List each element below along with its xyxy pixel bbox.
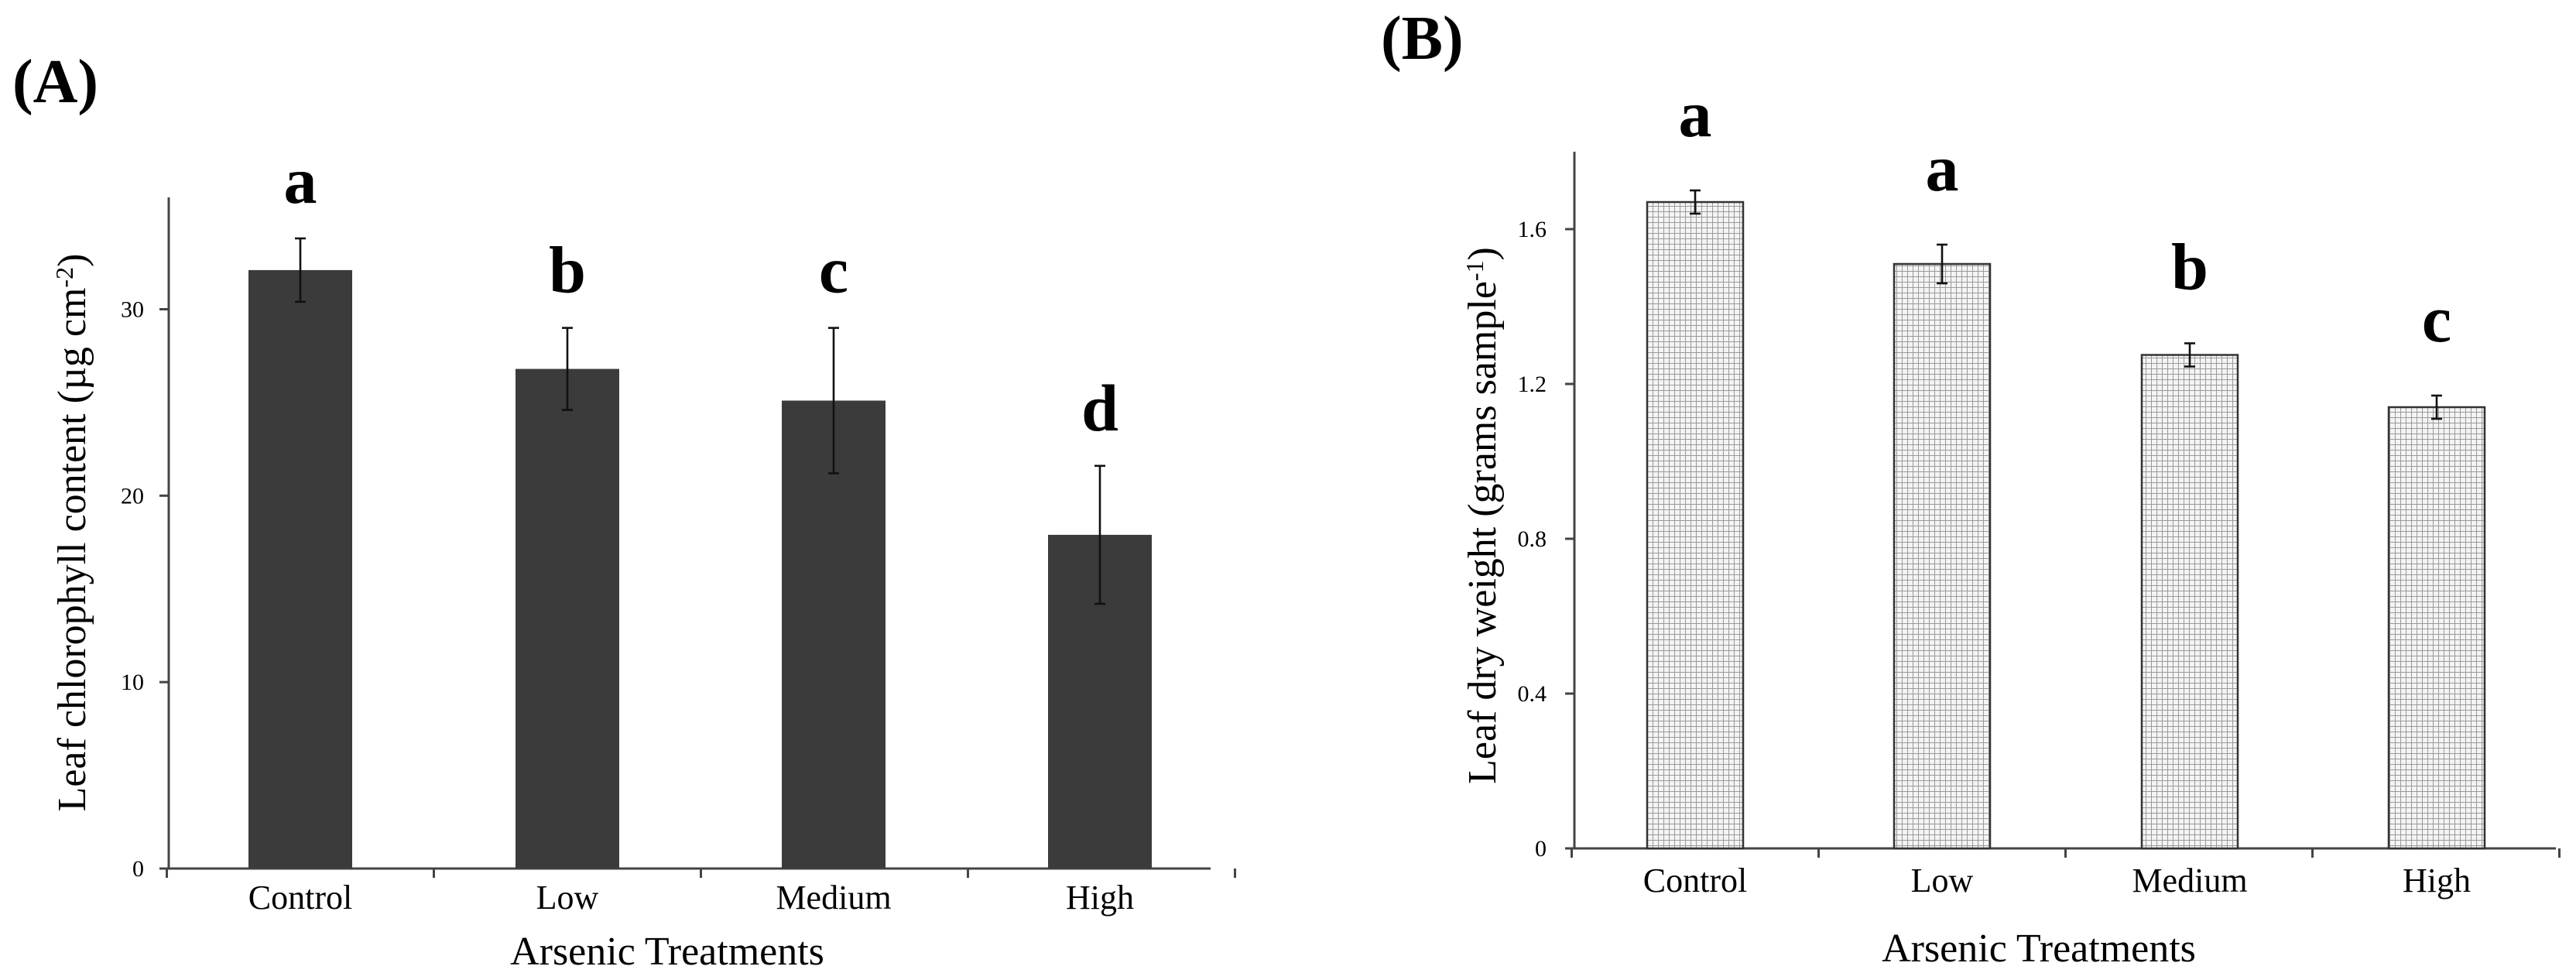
panel-a-y-tick-label: 0 bbox=[132, 856, 144, 882]
panel-b-category-label: High bbox=[2403, 862, 2471, 899]
panel-a-y-title-sup: -2 bbox=[50, 267, 78, 288]
panel-a-category-label: Control bbox=[248, 879, 352, 917]
panel-b-significance-letter: c bbox=[2422, 282, 2451, 356]
panel-b-y-title-end: ) bbox=[1461, 247, 1505, 260]
panel-a-significance-letter: d bbox=[1081, 371, 1118, 445]
panel-b-y-tick-label: 0.4 bbox=[1518, 681, 1547, 707]
panel-b-y-title: Leaf dry weight (grams sample-1) bbox=[1461, 247, 1505, 784]
panel-a-y-title-main: Leaf chlorophyll content (µg cm bbox=[50, 288, 94, 812]
panel-b-category-label: Medium bbox=[2132, 862, 2247, 899]
panel-b-y-tick-label: 0 bbox=[1535, 836, 1547, 862]
panel-b-bar-medium bbox=[2140, 354, 2239, 850]
panel-a-bar-low bbox=[516, 368, 619, 869]
panel-a-y-title-end: ) bbox=[50, 254, 94, 267]
panel-a-bar-control bbox=[248, 269, 352, 869]
panel-b-significance-letter: a bbox=[1679, 77, 1712, 151]
panel-a-y-tick-label: 10 bbox=[121, 670, 144, 695]
panel-a-significance-letter: a bbox=[284, 143, 317, 218]
panel-b-chart: (B) 0 0.4 0.8 1.2 1.6 a Control a Low b Medium c Hig… bbox=[1381, 5, 2561, 971]
panel-a-chart: (A) 0 10 20 30 a Control b Low c Medium d High Arse… bbox=[12, 48, 1236, 974]
panel-a-y-tick-label: 20 bbox=[121, 483, 144, 509]
panel-b-significance-letter: b bbox=[2171, 230, 2208, 304]
panel-b-y-title-sup: -1 bbox=[1461, 260, 1488, 281]
panel-a-y-tick-label: 30 bbox=[121, 297, 144, 323]
panel-b-label: (B) bbox=[1381, 5, 1464, 73]
panel-b-bar-low bbox=[1893, 262, 1992, 850]
panel-a-label: (A) bbox=[12, 48, 98, 116]
panel-a-category-label: Low bbox=[536, 879, 599, 917]
panel-a-y-title: Leaf chlorophyll content (µg cm-2) bbox=[50, 254, 94, 812]
panel-b-category-label: Low bbox=[1911, 862, 1974, 899]
panel-a-significance-letter: c bbox=[819, 233, 848, 307]
panel-a-significance-letter: b bbox=[549, 233, 586, 307]
panel-b-bar-control bbox=[1646, 200, 1745, 850]
panel-a-x-title: Arsenic Treatments bbox=[510, 930, 824, 974]
panel-b-bar-high bbox=[2387, 406, 2486, 850]
panel-b-y-tick-label: 1.6 bbox=[1518, 217, 1547, 242]
panel-a-category-label: High bbox=[1066, 879, 1134, 917]
panel-b-y-tick-label: 1.2 bbox=[1518, 372, 1547, 397]
panel-b-y-title-main: Leaf dry weight (grams sample bbox=[1461, 281, 1505, 784]
panel-b-x-title: Arsenic Treatments bbox=[1882, 927, 2196, 971]
panel-b-category-label: Control bbox=[1643, 862, 1747, 899]
panel-a-bar-medium bbox=[782, 400, 886, 869]
panel-a-category-label: Medium bbox=[776, 879, 891, 917]
panel-b-significance-letter: a bbox=[1926, 131, 1959, 205]
panel-b-y-tick-label: 0.8 bbox=[1518, 526, 1547, 552]
